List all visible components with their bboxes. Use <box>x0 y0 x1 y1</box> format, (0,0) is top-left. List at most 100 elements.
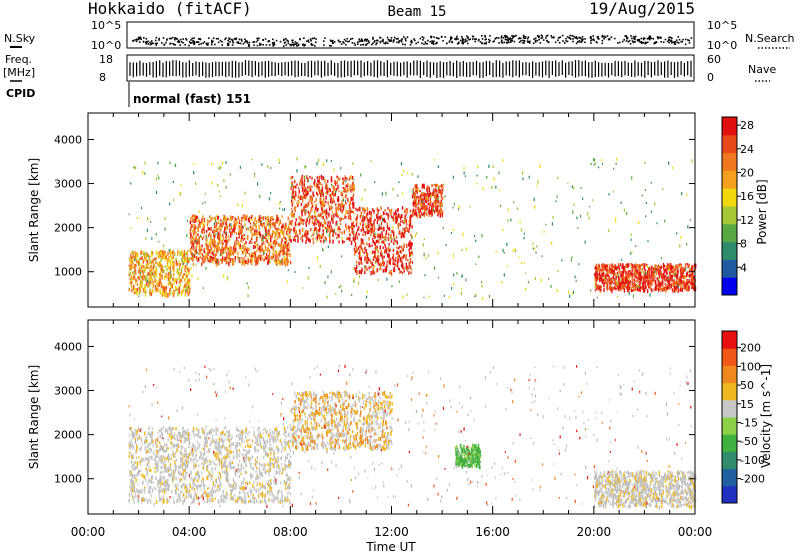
scatter-point <box>631 250 633 253</box>
scatter-point <box>385 267 388 272</box>
scatter-point <box>590 289 592 292</box>
scatter-point <box>242 260 244 265</box>
scatter-point <box>636 264 638 268</box>
noise-dot <box>644 42 647 45</box>
scatter-point <box>329 236 331 241</box>
noise-dot <box>237 42 240 45</box>
scatter-point <box>182 262 184 265</box>
scatter-point <box>414 202 416 206</box>
scatter-point <box>129 277 131 281</box>
scatter-point <box>678 283 680 286</box>
scatter-point <box>168 258 170 264</box>
scatter-point <box>355 222 358 227</box>
scatter-point <box>188 271 190 276</box>
scatter-point <box>320 206 323 211</box>
noise-dot <box>246 40 248 43</box>
scatter-point <box>209 219 211 222</box>
scatter-point <box>693 278 695 284</box>
scatter-point <box>384 249 386 254</box>
noise-dot <box>398 41 400 44</box>
noise-dot <box>565 40 567 42</box>
noise-dot <box>629 42 632 45</box>
scatter-point <box>677 284 679 288</box>
scatter-point <box>367 219 369 223</box>
scatter-point <box>282 223 285 227</box>
scatter-point <box>299 181 301 186</box>
scatter-point <box>353 201 355 207</box>
scatter-point <box>409 258 412 261</box>
scatter-point <box>551 241 553 245</box>
scatter-point <box>185 290 187 295</box>
noise-dot <box>402 43 404 46</box>
scatter-point <box>330 178 333 182</box>
scatter-point <box>663 277 666 281</box>
scatter-point <box>270 192 272 195</box>
scatter-point <box>667 278 669 283</box>
scatter-point <box>293 215 295 219</box>
scatter-point <box>259 245 261 248</box>
scatter-point <box>145 264 147 269</box>
scatter-point <box>169 270 171 274</box>
noise-dot <box>185 37 187 40</box>
scatter-point <box>139 268 142 271</box>
scatter-point <box>338 189 340 192</box>
scatter-point <box>409 261 411 264</box>
scatter-point <box>595 269 597 273</box>
scatter-point <box>481 280 483 284</box>
scatter-point <box>358 261 360 266</box>
scatter-point <box>372 239 374 244</box>
scatter-point <box>534 205 536 209</box>
noise-dot <box>621 40 624 43</box>
scatter-point <box>130 258 132 262</box>
scatter-point <box>420 202 422 207</box>
scatter-point <box>405 229 407 233</box>
noise-dot <box>242 43 245 45</box>
scatter-point <box>612 277 615 280</box>
noise-dot <box>451 41 453 44</box>
noise-dot <box>236 41 238 44</box>
scatter-point <box>371 226 374 231</box>
scatter-point <box>656 285 658 290</box>
scatter-point <box>375 256 377 259</box>
scatter-point <box>237 203 239 206</box>
scatter-point <box>193 240 196 244</box>
scatter-point <box>387 253 389 258</box>
noise-dot <box>188 44 190 47</box>
scatter-point <box>680 269 682 273</box>
scatter-point <box>327 275 329 279</box>
noise-dot <box>481 42 483 45</box>
noise-dot <box>558 41 561 44</box>
scatter-point <box>622 263 624 268</box>
noise-dot <box>633 41 635 43</box>
scatter-point <box>228 238 230 241</box>
scatter-point <box>631 276 633 282</box>
scatter-point <box>199 251 202 255</box>
scatter-point <box>693 285 695 291</box>
noise-dot <box>507 41 510 44</box>
scatter-point <box>338 240 340 244</box>
scatter-point <box>623 208 625 212</box>
scatter-point <box>633 278 635 282</box>
scatter-point <box>481 233 483 238</box>
scatter-point <box>138 260 141 263</box>
scatter-point <box>407 243 410 247</box>
noise-dot <box>642 37 645 39</box>
scatter-point <box>198 219 200 223</box>
scatter-point <box>188 291 191 295</box>
noise-dot <box>314 41 317 44</box>
scatter-point <box>140 283 142 288</box>
scatter-point <box>168 248 170 252</box>
scatter-point <box>180 184 182 186</box>
scatter-point <box>320 239 322 243</box>
scatter-point <box>465 247 467 251</box>
scatter-point <box>428 295 430 298</box>
scatter-point <box>186 258 188 263</box>
scatter-point <box>384 209 386 212</box>
scatter-point <box>423 191 425 195</box>
scatter-point <box>206 246 209 250</box>
scatter-point <box>683 285 686 289</box>
scatter-point <box>317 228 320 233</box>
scatter-point <box>331 210 334 214</box>
scatter-point <box>654 202 656 206</box>
scatter-point <box>632 263 634 268</box>
